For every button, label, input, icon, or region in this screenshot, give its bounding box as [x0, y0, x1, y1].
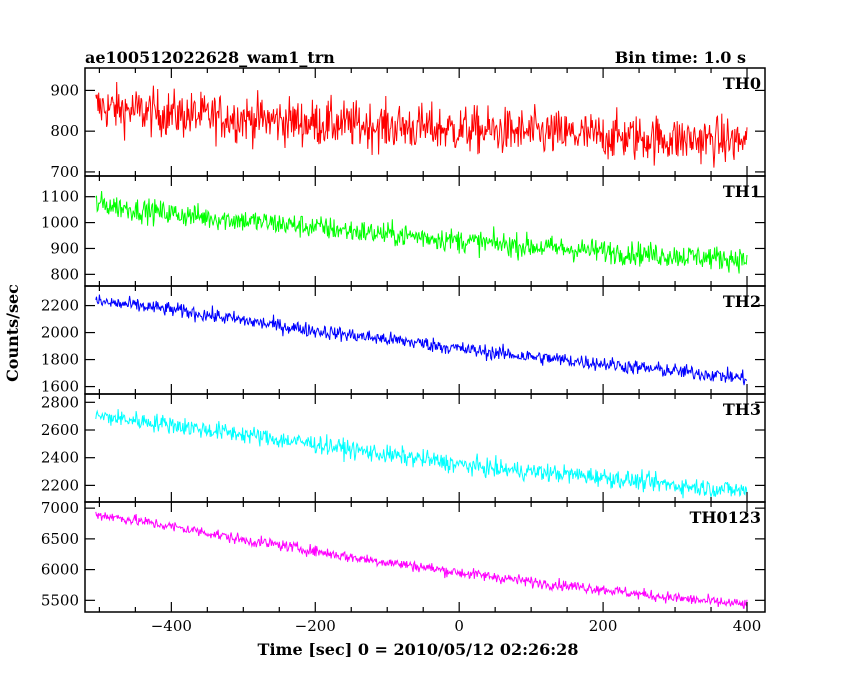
- x-tick-label: 400: [733, 617, 762, 635]
- y-tick-label: 1800: [41, 351, 79, 369]
- panel-th2: 1600 1800 2000 2200 TH2: [41, 285, 766, 396]
- y-tick-label: 2000: [41, 324, 79, 342]
- y-tick-label: 6500: [41, 530, 79, 548]
- y-tick-label: 2200: [41, 476, 79, 494]
- panels-group: 700 800 900 TH0 800 900 1000 1100 TH1 1600 1800 200…: [41, 67, 766, 635]
- panel-label: TH1: [723, 182, 761, 201]
- series-line-th0: [95, 81, 748, 168]
- y-tick-label: 1000: [41, 214, 79, 232]
- x-tick-label: 0: [454, 617, 464, 635]
- y-tick-label: 700: [50, 163, 79, 181]
- y-tick-label: 1600: [41, 378, 79, 396]
- y-tick-label: 2200: [41, 297, 79, 315]
- panel-th0123: 5500 6000 6500 7000 TH0123 −400 −200 0 200 400: [41, 499, 766, 635]
- panel-th3: 2200 2400 2600 2800 TH3: [41, 393, 766, 503]
- y-tick-label: 5500: [41, 591, 79, 609]
- panel-label: TH0123: [689, 508, 761, 527]
- panel-label: TH2: [723, 292, 761, 311]
- x-tick-label: −200: [295, 617, 336, 635]
- chart-title: ae100512022628_wam1_trn: [85, 48, 335, 67]
- x-tick-label: 200: [589, 617, 618, 635]
- y-tick-label: 7000: [41, 499, 79, 517]
- y-axis-label: Counts/sec: [3, 284, 22, 382]
- panel-th0: 700 800 900 TH0: [50, 67, 766, 181]
- panel-label: TH0: [723, 74, 761, 93]
- chart-subtitle: Bin time: 1.0 s: [615, 48, 746, 67]
- series-line-th3: [95, 409, 748, 499]
- y-tick-label: 2800: [41, 393, 79, 411]
- panel-th1: 800 900 1000 1100 TH1: [41, 175, 766, 287]
- y-tick-label: 800: [50, 265, 79, 283]
- y-tick-label: 900: [50, 81, 79, 99]
- panel-frame: [84, 393, 766, 503]
- panel-label: TH3: [723, 400, 761, 419]
- y-tick-label: 6000: [41, 561, 79, 579]
- series-line-th1: [95, 190, 748, 274]
- y-tick-label: 900: [50, 239, 79, 257]
- series-line-th0123: [95, 511, 748, 609]
- y-tick-label: 2400: [41, 449, 79, 467]
- series-line-th2: [95, 294, 748, 386]
- x-axis-label: Time [sec] 0 = 2010/05/12 02:26:28: [258, 640, 579, 659]
- panel-frame: [84, 175, 766, 287]
- panel-frame: [84, 285, 766, 395]
- y-tick-label: 1100: [41, 188, 79, 206]
- y-tick-label: 800: [50, 122, 79, 140]
- panel-frame: [84, 501, 766, 613]
- x-tick-label: −400: [151, 617, 192, 635]
- y-tick-label: 2600: [41, 421, 79, 439]
